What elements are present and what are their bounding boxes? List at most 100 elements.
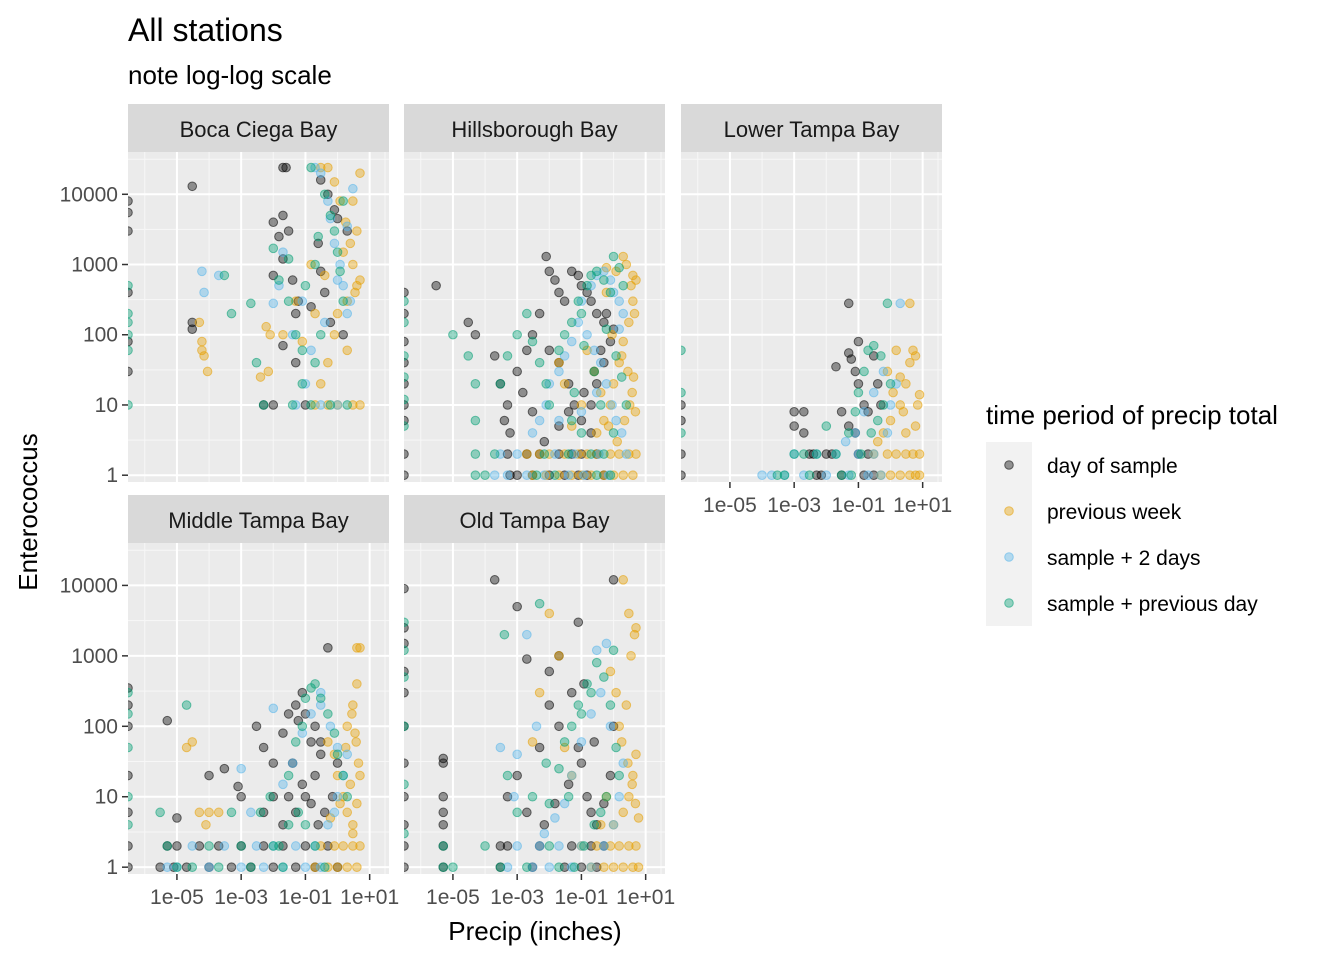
data-point (595, 819, 606, 830)
data-point (618, 575, 629, 585)
data-point (591, 428, 602, 438)
data-point (128, 742, 133, 753)
data-point (885, 379, 896, 389)
data-point (251, 357, 262, 368)
data-point (470, 470, 481, 480)
data-point (268, 243, 279, 254)
data-point (350, 728, 360, 738)
data-point (591, 645, 602, 656)
data-point (522, 345, 532, 356)
data-point (306, 162, 316, 173)
legend-entry-day-of-sample: day of sample (986, 442, 1178, 488)
points-layer (681, 298, 925, 480)
data-point (342, 221, 353, 232)
data-point (582, 345, 592, 356)
data-point (559, 379, 570, 389)
panel-boca-ciega-bay: Boca Ciega Bay 1 10 100 1000 10000 (60, 104, 389, 487)
data-point (342, 791, 353, 802)
data-point (594, 449, 604, 459)
data-point (278, 862, 288, 872)
data-point (522, 629, 532, 640)
data-point (290, 700, 301, 710)
data-point (278, 162, 288, 173)
data-point (512, 841, 522, 851)
data-point (586, 400, 596, 410)
data-point (599, 449, 609, 459)
data-point (856, 449, 866, 459)
legend: time period of precip total day of sampl… (986, 400, 1278, 626)
x-tick-label: 1e-03 (490, 886, 544, 909)
data-point (342, 749, 353, 760)
legend-title: time period of precip total (986, 400, 1278, 430)
data-point (843, 421, 854, 431)
data-point (315, 737, 326, 747)
data-point (313, 231, 323, 242)
data-point (348, 196, 358, 206)
data-point (534, 841, 545, 851)
data-point (258, 400, 269, 410)
data-point (300, 693, 311, 704)
data-point (329, 177, 340, 187)
data-point (627, 779, 637, 790)
data-point (681, 345, 686, 356)
legend-label: sample + previous day (1047, 593, 1258, 616)
data-point (914, 449, 925, 459)
data-point (608, 379, 619, 389)
data-point (811, 449, 822, 459)
data-point (544, 345, 555, 356)
data-point (268, 217, 279, 228)
data-point (681, 428, 686, 438)
data-point (350, 287, 360, 298)
data-point (283, 770, 294, 781)
data-point (463, 317, 474, 328)
legend-label: sample + 2 days (1047, 547, 1201, 570)
data-point (300, 791, 311, 802)
data-point (246, 862, 256, 872)
data-point (789, 406, 799, 417)
data-point (332, 308, 343, 319)
data-point (631, 749, 641, 760)
data-point (323, 709, 333, 719)
data-point (559, 737, 570, 747)
data-point (287, 758, 298, 768)
data-point (323, 357, 333, 368)
data-point (624, 317, 634, 328)
data-point (290, 737, 301, 747)
data-point (172, 841, 182, 851)
data-point (816, 470, 827, 480)
legend-key-marker (1004, 552, 1014, 562)
data-point (554, 345, 564, 356)
data-point (404, 449, 409, 459)
data-point (626, 280, 636, 291)
data-point (843, 298, 854, 309)
data-point (342, 345, 353, 356)
data-point (534, 687, 545, 698)
data-point (589, 737, 599, 747)
data-point (611, 415, 621, 426)
data-point (213, 807, 224, 818)
data-point (281, 162, 291, 173)
data-point (563, 406, 574, 417)
data-point (522, 449, 532, 459)
data-point (355, 275, 365, 285)
data-point (502, 449, 513, 459)
data-point (283, 226, 294, 236)
data-point (329, 728, 340, 738)
data-point (290, 807, 301, 818)
series-sample-previous-day (404, 251, 632, 480)
minor-grid (681, 152, 942, 482)
data-point (438, 791, 449, 802)
data-point (591, 470, 602, 480)
data-point (850, 406, 861, 417)
data-point (199, 351, 209, 361)
data-point (258, 807, 269, 818)
data-point (912, 400, 923, 410)
y-tick-label: 10000 (60, 183, 118, 206)
data-point (404, 758, 409, 768)
data-point (306, 737, 316, 747)
data-point (853, 449, 864, 459)
x-axis-title: Precip (inches) (448, 916, 621, 946)
data-point (495, 862, 506, 872)
data-point (315, 379, 326, 389)
